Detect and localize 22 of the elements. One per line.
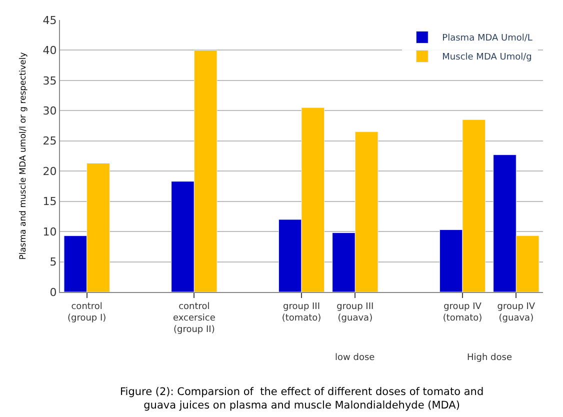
x-tick-label: group IV (tomato) bbox=[442, 302, 482, 324]
text: low dose bbox=[335, 353, 376, 363]
x-tick-label: group III (guava) bbox=[336, 302, 374, 324]
text: Figure (2): Comparsion of the effect of different doses of tomato and guava juices on plasma and muscle Malondialdehyde (MDA) bbox=[120, 386, 484, 412]
x-tick-label: control (group I) bbox=[67, 302, 106, 324]
y-tick-label: 35 bbox=[42, 74, 57, 88]
y-tick-label: 15 bbox=[42, 195, 57, 208]
y-tick-label: 40 bbox=[42, 44, 57, 58]
x-tick-label: group IV (guava) bbox=[497, 302, 536, 324]
y-axis-title: Plasma and muscle MDA umol/l or g respectively bbox=[18, 52, 28, 260]
y-tick-label: 25 bbox=[42, 134, 57, 148]
x-tick-label: control excersice (group II) bbox=[172, 302, 216, 336]
legend-label: Muscle MDA Umol/g bbox=[442, 52, 532, 63]
y-tick-label: 5 bbox=[50, 256, 57, 269]
y-tick-label: 45 bbox=[42, 14, 57, 27]
y-tick-label: 30 bbox=[42, 104, 57, 118]
text: High dose bbox=[467, 353, 512, 363]
y-tick-label: 0 bbox=[50, 286, 57, 299]
y-tick-label: 10 bbox=[42, 225, 57, 238]
x-tick-label: group III (tomato) bbox=[282, 302, 322, 324]
legend-label: Plasma MDA Umol/L bbox=[442, 34, 532, 44]
y-tick-label: 20 bbox=[42, 164, 57, 178]
